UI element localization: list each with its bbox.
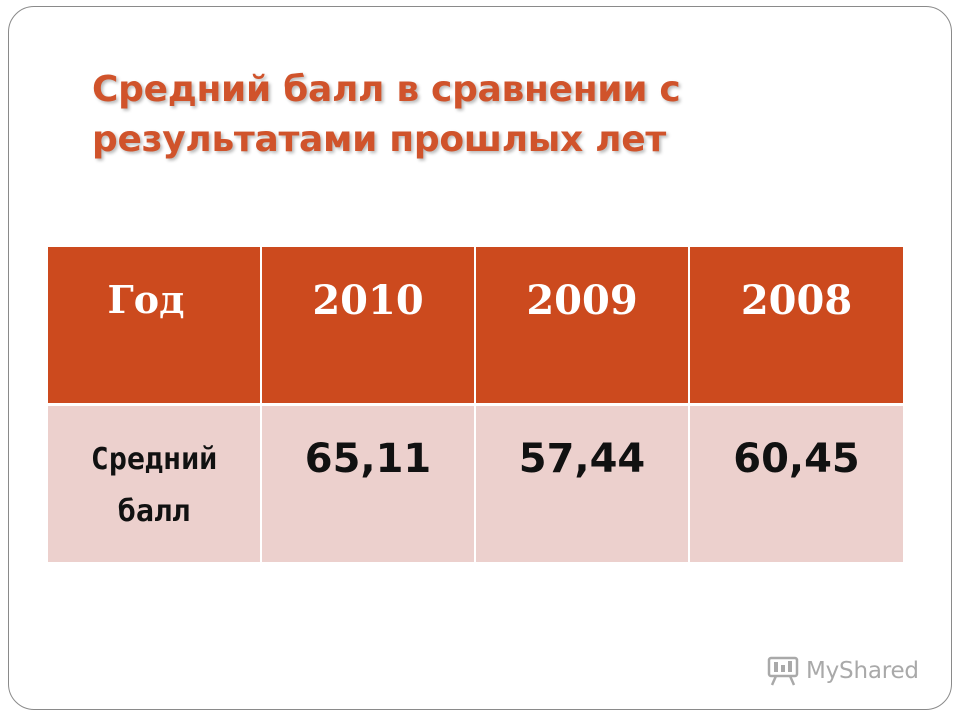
watermark: MyShared	[766, 656, 919, 686]
value-cell-2009: 57,44	[474, 404, 689, 562]
header-cell-2009: 2009	[474, 247, 689, 406]
row-label-line-1: Средний	[90, 441, 218, 477]
row-label-line-2: балл	[117, 493, 191, 529]
value-cell-2008: 60,45	[688, 404, 903, 562]
header-cell-2008: 2008	[688, 247, 903, 406]
presentation-board-icon	[767, 656, 799, 686]
header-cell-year: Год	[48, 247, 261, 406]
table-header-row: Год 2010 2009 2008	[48, 247, 903, 406]
slide-title: Средний балл в сравнении с результатами …	[92, 65, 792, 165]
scores-table: Год 2010 2009 2008 Средний балл 65,11 57…	[48, 247, 903, 562]
slide-title-line-1: Средний балл в сравнении с	[92, 69, 681, 110]
table-row: Средний балл 65,11 57,44 60,45	[48, 404, 903, 562]
slide-title-line-2: результатами прошлых лет	[92, 119, 666, 160]
header-cell-2010: 2010	[260, 247, 475, 406]
value-cell-2010: 65,11	[260, 404, 475, 562]
row-label-average-score: Средний балл	[48, 404, 261, 562]
watermark-text: MyShared	[806, 658, 919, 684]
